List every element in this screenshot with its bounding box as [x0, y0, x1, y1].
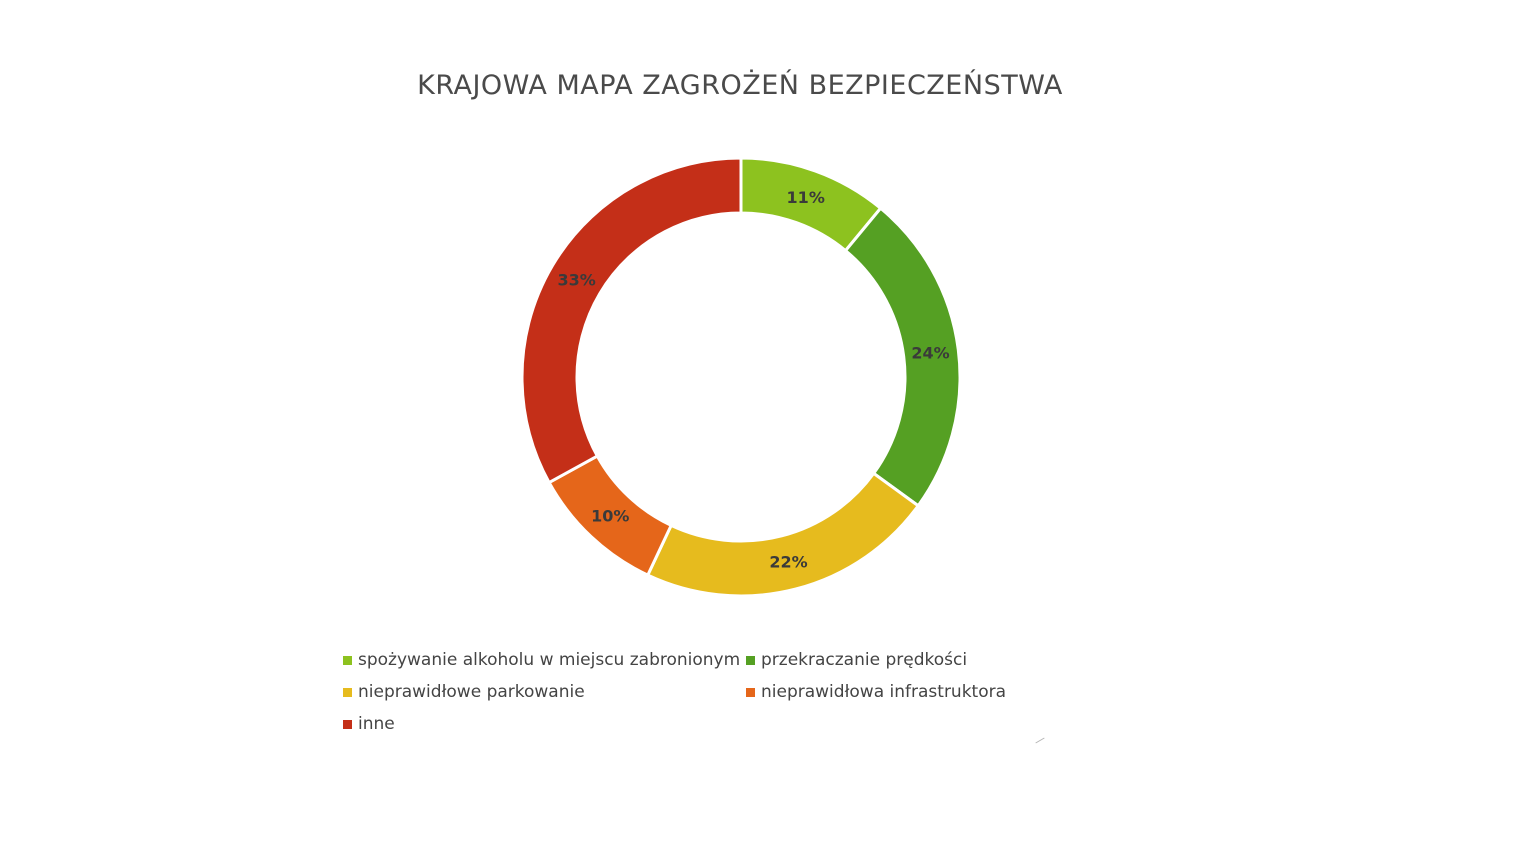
slice-data-label: 10% — [591, 507, 629, 526]
slice-data-label: 33% — [557, 270, 595, 289]
slice-data-label: 22% — [769, 552, 807, 571]
legend-swatch — [343, 719, 352, 729]
slice-data-label: 24% — [911, 344, 949, 363]
donut-slice-5 — [520, 156, 743, 485]
legend-swatch — [343, 655, 352, 665]
legend-label: nieprawidłowe parkowanie — [358, 682, 585, 702]
legend-label: przekraczanie prędkości — [761, 650, 968, 670]
legend-item: przekraczanie prędkości — [746, 650, 967, 670]
legend-swatch — [343, 687, 352, 697]
legend-swatch — [746, 655, 755, 665]
chart-title: KRAJOWA MAPA ZAGROŻEŃ BEZPIECZEŃSTWA — [417, 70, 1063, 101]
legend-item: spożywanie alkoholu w miejscu zabroniony… — [343, 650, 740, 670]
legend-item: inne — [343, 714, 395, 734]
legend-swatch — [746, 687, 755, 697]
legend-item: nieprawidłowe parkowanie — [343, 682, 585, 702]
legend-label: nieprawidłowa infrastruktora — [761, 682, 1007, 702]
legend-label: inne — [358, 714, 395, 734]
legend-label: spożywanie alkoholu w miejscu zabroniony… — [358, 650, 741, 670]
legend-item: nieprawidłowa infrastruktora — [746, 682, 1006, 702]
donut-slice-3 — [645, 471, 921, 598]
slice-data-label: 11% — [787, 188, 825, 207]
